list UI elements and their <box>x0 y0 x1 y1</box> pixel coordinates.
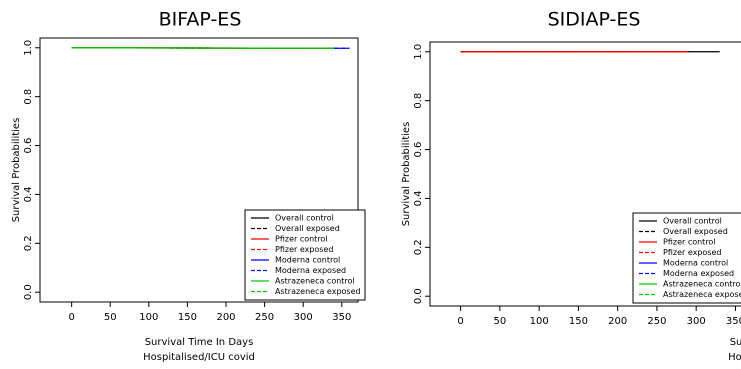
y-axis-label: Survival Probabilities <box>11 118 22 223</box>
y-axis-label: Survival Probabilities <box>401 122 412 227</box>
legend-label: Astrazeneca control <box>275 277 355 286</box>
legend-label: Moderna control <box>663 259 728 268</box>
y-tick-label: 0.0 <box>23 284 34 300</box>
legend-box <box>244 209 366 301</box>
plot-frame <box>39 37 359 303</box>
legend-label: Astrazeneca exposed <box>275 287 361 296</box>
legend-label: Overall control <box>275 214 334 223</box>
legend-label: Pfizer control <box>275 235 328 244</box>
legend-label: Pfizer exposed <box>663 248 721 257</box>
y-tick-label: 1.0 <box>413 44 424 60</box>
x-tick-label: 200 <box>608 316 627 327</box>
legend-label: Overall exposed <box>275 224 340 233</box>
x-tick-label: 150 <box>178 312 197 323</box>
y-tick-label: 0.2 <box>23 235 34 251</box>
x-axis-label: Survival Time In Days <box>730 337 741 348</box>
y-tick-label: 0.2 <box>413 239 424 255</box>
x-tick-label: 200 <box>216 312 235 323</box>
legend-label: Moderna exposed <box>275 266 346 275</box>
y-tick-label: 0.4 <box>413 190 424 206</box>
chart-title: SIDIAP-ES <box>548 9 641 31</box>
legend-label: Overall control <box>663 217 722 226</box>
x-tick-label: 350 <box>726 316 741 327</box>
y-tick-label: 0.8 <box>413 93 424 109</box>
x-tick-label: 0 <box>457 316 463 327</box>
chart-title: BIFAP-ES <box>159 9 242 31</box>
x-tick-label: 100 <box>139 312 158 323</box>
x-axis-label: Survival Time In Days <box>145 337 254 348</box>
plot-frame <box>429 41 741 307</box>
legend-label: Astrazeneca control <box>663 280 741 289</box>
x-tick-label: 50 <box>494 316 507 327</box>
x-tick-label: 350 <box>332 312 351 323</box>
x-tick-label: 50 <box>104 312 117 323</box>
y-tick-label: 0.6 <box>413 142 424 158</box>
x-tick-label: 250 <box>647 316 666 327</box>
x-tick-label: 300 <box>294 312 313 323</box>
x-tick-label: 0 <box>68 312 74 323</box>
x-tick-label: 150 <box>569 316 588 327</box>
y-tick-label: 0.8 <box>23 89 34 105</box>
legend-box <box>632 212 741 304</box>
legend-label: Pfizer exposed <box>275 245 333 254</box>
caption: Hospitalised/ICU covid <box>728 352 741 363</box>
y-tick-label: 0.0 <box>413 288 424 304</box>
y-tick-label: 0.6 <box>23 138 34 154</box>
x-tick-label: 100 <box>530 316 549 327</box>
x-tick-label: 250 <box>255 312 274 323</box>
legend-label: Moderna control <box>275 256 340 265</box>
y-tick-label: 0.4 <box>23 186 34 202</box>
legend-label: Astrazeneca exposed <box>663 290 741 299</box>
legend-label: Overall exposed <box>663 227 728 236</box>
x-tick-label: 300 <box>687 316 706 327</box>
legend-label: Pfizer control <box>663 238 716 247</box>
caption: Hospitalised/ICU covid <box>143 352 255 363</box>
legend-label: Moderna exposed <box>663 269 734 278</box>
y-tick-label: 1.0 <box>23 40 34 56</box>
